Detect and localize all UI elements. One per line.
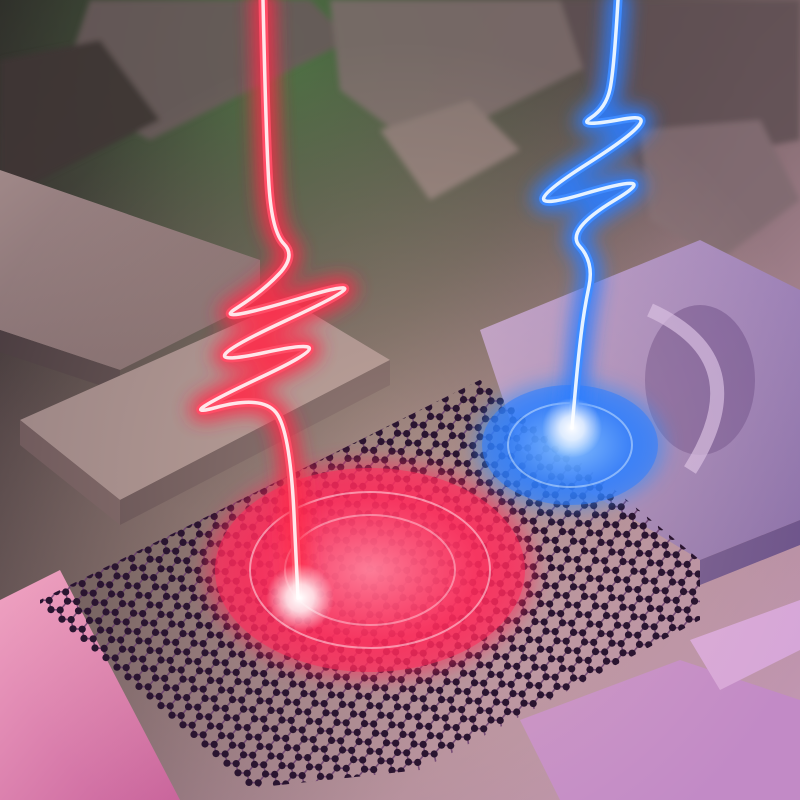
red-laser-pulse	[189, 0, 356, 609]
red-excitation-disc	[205, 460, 535, 680]
red-impact-spark	[266, 564, 334, 632]
blue-impact-spark	[542, 398, 602, 458]
blue-laser-pulse	[532, 0, 653, 439]
